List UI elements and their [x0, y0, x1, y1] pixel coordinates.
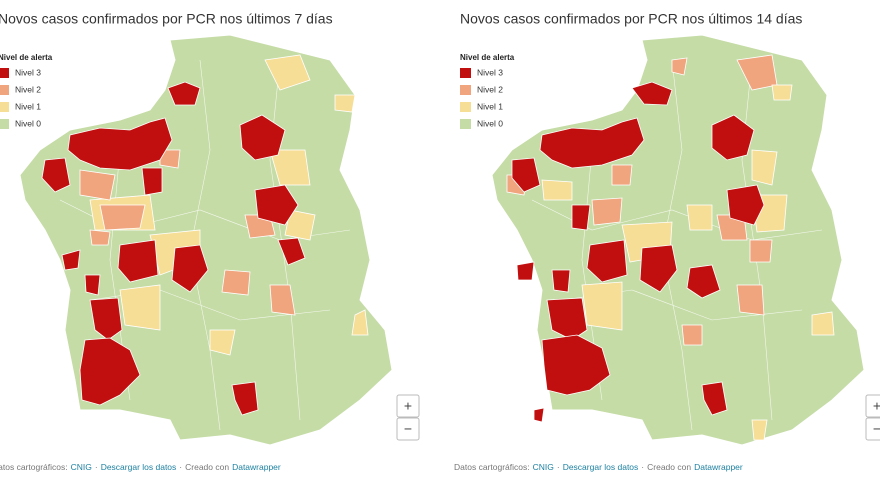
footer: Datos cartográficos:CNIG·Descargar los d…: [454, 462, 743, 472]
footer-text: Datos cartográficos:: [454, 462, 530, 472]
zoom-label[interactable]: −: [873, 421, 880, 437]
zoom-label[interactable]: −: [404, 421, 412, 437]
legend-title: Nivel de alerta: [460, 53, 515, 62]
footer-text: Datos cartográficos:: [0, 462, 68, 472]
panel: Novos casos confirmados por PCR nos últi…: [0, 11, 420, 472]
map-14-days: [491, 34, 865, 446]
legend-label: Nivel 2: [477, 84, 503, 94]
footer-link[interactable]: CNIG: [71, 462, 92, 472]
footer-text: ·: [641, 462, 644, 472]
legend-label: Nivel 2: [15, 84, 41, 94]
legend-swatch: [0, 85, 9, 95]
legend-swatch: [0, 119, 9, 129]
legend-swatch: [460, 68, 471, 78]
legend-label: Nivel 1: [15, 101, 41, 111]
footer-text: ·: [557, 462, 560, 472]
legend-label: Nivel 3: [477, 67, 503, 77]
footer-text: Creado con: [185, 462, 229, 472]
legend-label: Nivel 0: [477, 118, 503, 128]
zoom-button[interactable]: [865, 417, 880, 441]
footer-text: ·: [179, 462, 182, 472]
panel-title: Novos casos confirmados por PCR nos últi…: [0, 11, 333, 27]
legend-title: Nivel de alerta: [0, 53, 53, 62]
legend-swatch: [0, 102, 9, 112]
footer-link[interactable]: Descargar los datos: [101, 462, 177, 472]
footer-text: Creado con: [647, 462, 691, 472]
zoom-button[interactable]: [865, 394, 880, 418]
footer-link[interactable]: Datawrapper: [232, 462, 281, 472]
legend-swatch: [0, 68, 9, 78]
footer-link[interactable]: Descargar los datos: [563, 462, 639, 472]
footer-link[interactable]: Datawrapper: [694, 462, 743, 472]
panel-title: Novos casos confirmados por PCR nos últi…: [460, 11, 802, 27]
legend-swatch: [460, 119, 471, 129]
footer-text: ·: [95, 462, 98, 472]
map-7-days: [19, 34, 393, 446]
legend-label: Nivel 1: [477, 101, 503, 111]
zoom-label[interactable]: +: [404, 398, 412, 414]
zoom-button[interactable]: [396, 394, 420, 418]
zoom-label[interactable]: +: [873, 398, 880, 414]
footer: Datos cartográficos:CNIG·Descargar los d…: [0, 462, 281, 472]
panel: Novos casos confirmados por PCR nos últi…: [454, 11, 880, 472]
legend-label: Nivel 3: [15, 67, 41, 77]
legend-swatch: [460, 102, 471, 112]
legend-swatch: [460, 85, 471, 95]
footer-link[interactable]: CNIG: [533, 462, 554, 472]
zoom-button[interactable]: [396, 417, 420, 441]
legend-label: Nivel 0: [15, 118, 41, 128]
